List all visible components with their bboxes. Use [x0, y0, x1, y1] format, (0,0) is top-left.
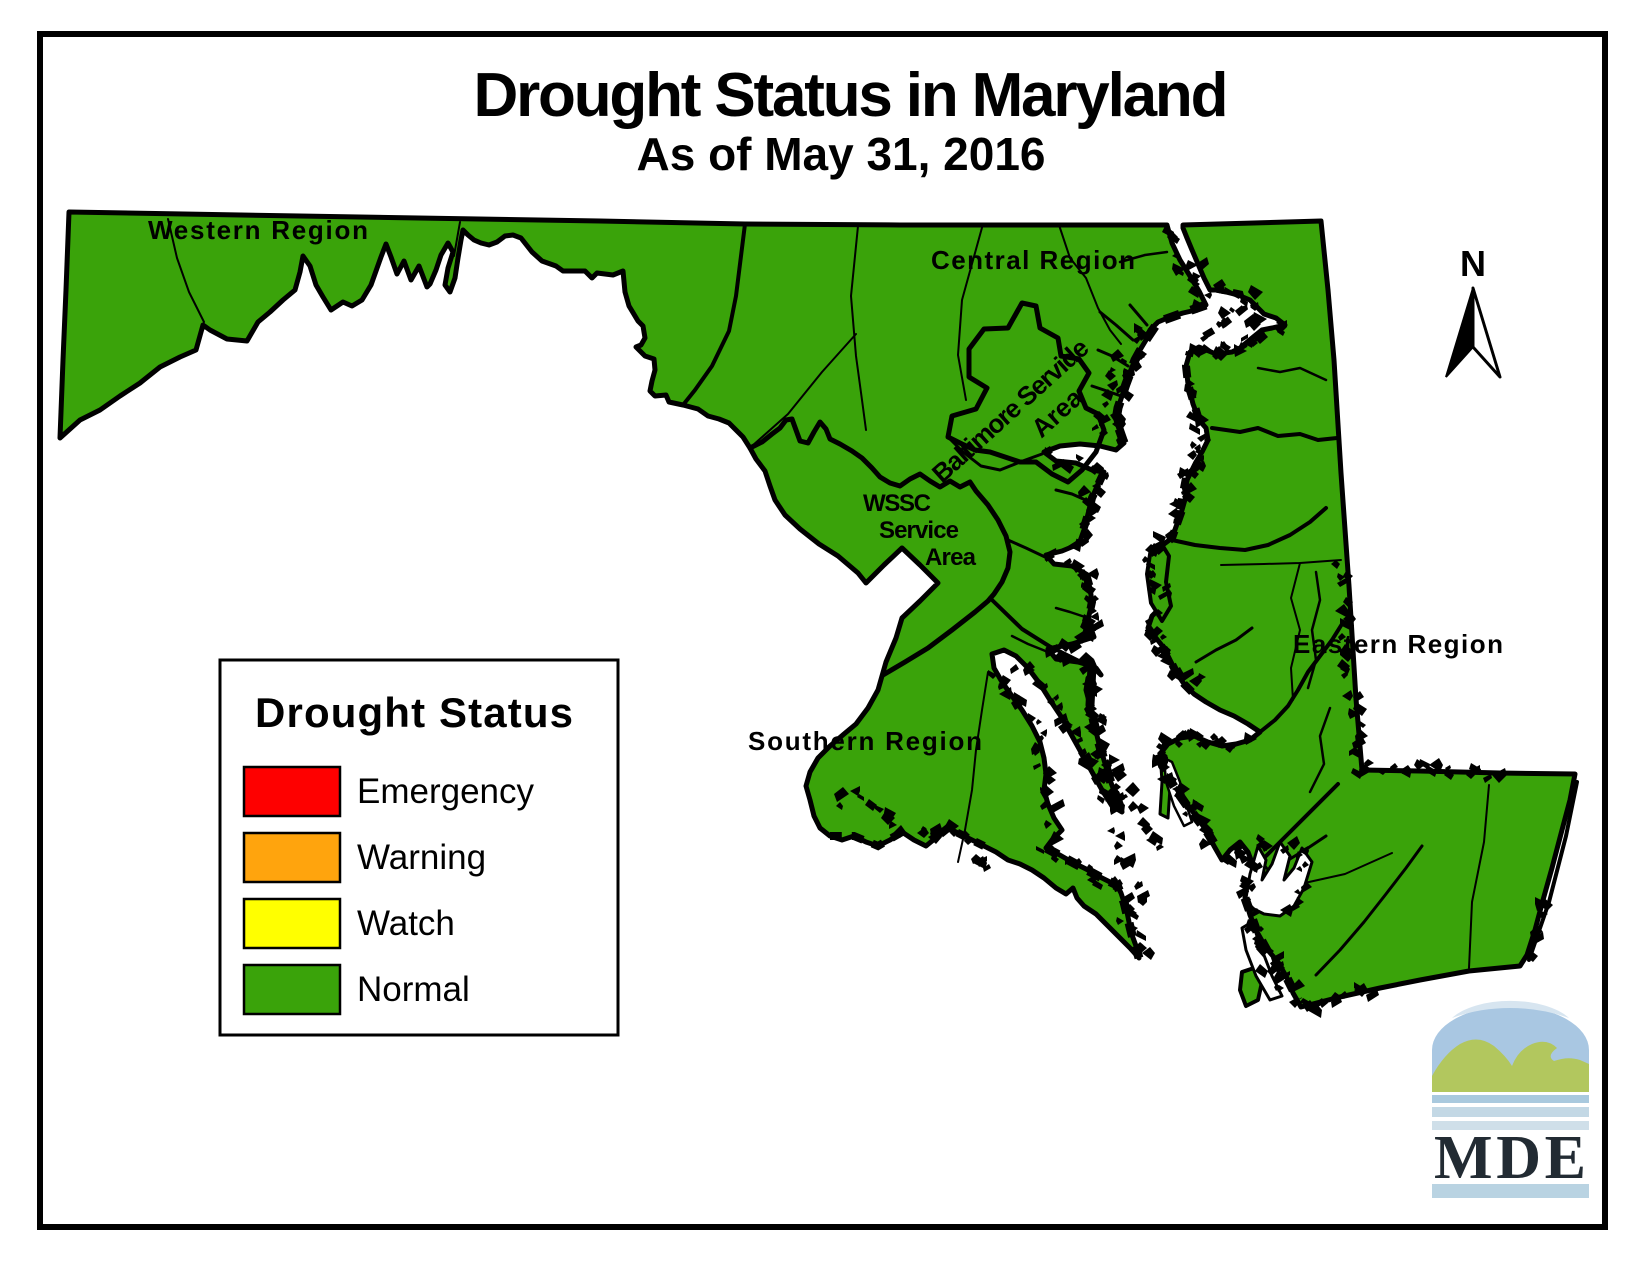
svg-text:Southern Region: Southern Region — [748, 726, 982, 756]
svg-text:As of May 31, 2016: As of May 31, 2016 — [637, 128, 1046, 180]
svg-text:Watch: Watch — [357, 904, 455, 943]
svg-text:Service: Service — [879, 517, 959, 544]
svg-text:Central Region: Central Region — [931, 245, 1135, 275]
svg-text:Normal: Normal — [357, 970, 470, 1009]
svg-text:Eastern Region: Eastern Region — [1293, 629, 1503, 659]
svg-text:WSSC: WSSC — [863, 490, 931, 517]
svg-text:Drought Status: Drought Status — [255, 689, 573, 736]
svg-text:N: N — [1460, 243, 1486, 284]
svg-text:Area: Area — [925, 544, 977, 571]
svg-text:Emergency: Emergency — [357, 772, 535, 811]
svg-text:Drought Status in Maryland: Drought Status in Maryland — [474, 61, 1229, 130]
svg-text:Western Region: Western Region — [148, 215, 368, 245]
svg-text:Warning: Warning — [357, 838, 486, 877]
svg-text:MDE: MDE — [1434, 1124, 1586, 1192]
